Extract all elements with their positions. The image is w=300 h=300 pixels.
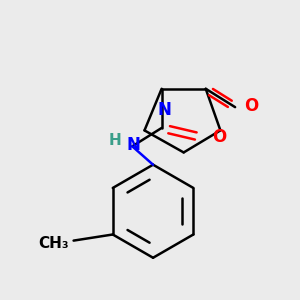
Text: O: O [244,97,258,115]
Text: H: H [109,133,122,148]
Text: O: O [212,128,226,146]
Text: CH₃: CH₃ [38,236,69,250]
Text: N: N [157,101,171,119]
Text: N: N [127,136,140,154]
